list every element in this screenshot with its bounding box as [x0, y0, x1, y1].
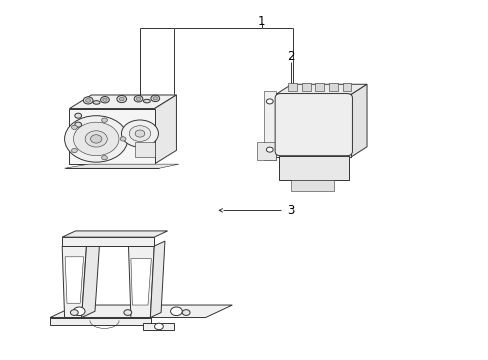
Circle shape: [85, 99, 90, 102]
Polygon shape: [62, 246, 86, 318]
Circle shape: [102, 98, 107, 101]
Circle shape: [75, 113, 81, 118]
Text: 2: 2: [286, 50, 294, 63]
Circle shape: [153, 97, 157, 100]
Polygon shape: [278, 156, 348, 180]
Circle shape: [102, 118, 107, 122]
Polygon shape: [315, 84, 324, 91]
Circle shape: [266, 147, 273, 152]
Text: 3: 3: [286, 204, 294, 217]
Circle shape: [119, 97, 124, 101]
Polygon shape: [256, 143, 276, 160]
Polygon shape: [328, 84, 337, 91]
Circle shape: [151, 95, 159, 102]
Circle shape: [154, 323, 163, 330]
Polygon shape: [264, 91, 276, 160]
Ellipse shape: [143, 99, 150, 103]
Circle shape: [117, 95, 126, 103]
Circle shape: [129, 126, 150, 141]
Circle shape: [75, 131, 81, 136]
Polygon shape: [131, 258, 151, 305]
Polygon shape: [287, 84, 296, 91]
Polygon shape: [50, 305, 232, 318]
Circle shape: [182, 310, 190, 315]
Polygon shape: [351, 84, 366, 157]
Circle shape: [170, 307, 182, 316]
Text: 1: 1: [257, 14, 264, 27]
Circle shape: [101, 96, 109, 103]
Polygon shape: [64, 164, 179, 168]
Circle shape: [71, 125, 77, 130]
Circle shape: [71, 148, 77, 153]
Circle shape: [121, 120, 158, 147]
Circle shape: [123, 310, 131, 315]
Circle shape: [85, 131, 107, 147]
Ellipse shape: [93, 101, 100, 104]
Polygon shape: [143, 323, 174, 330]
Polygon shape: [342, 84, 351, 91]
Circle shape: [70, 310, 78, 315]
Polygon shape: [301, 84, 310, 91]
Circle shape: [120, 137, 126, 141]
Circle shape: [75, 122, 81, 127]
Polygon shape: [62, 231, 167, 237]
Circle shape: [102, 156, 107, 160]
Polygon shape: [290, 180, 334, 191]
Circle shape: [64, 116, 127, 162]
Polygon shape: [50, 318, 151, 325]
FancyBboxPatch shape: [275, 94, 352, 156]
Polygon shape: [276, 94, 351, 157]
Polygon shape: [128, 246, 154, 318]
Circle shape: [73, 122, 119, 156]
Polygon shape: [150, 241, 164, 318]
Polygon shape: [154, 95, 176, 164]
Circle shape: [134, 95, 142, 102]
Circle shape: [90, 135, 102, 143]
Polygon shape: [69, 109, 154, 164]
Circle shape: [266, 99, 273, 104]
Polygon shape: [69, 95, 176, 109]
Polygon shape: [62, 237, 154, 246]
Circle shape: [135, 130, 144, 137]
Circle shape: [83, 97, 93, 104]
Circle shape: [136, 97, 141, 100]
Polygon shape: [135, 143, 154, 157]
Polygon shape: [81, 240, 100, 318]
Polygon shape: [276, 84, 366, 94]
Circle shape: [73, 307, 85, 316]
Polygon shape: [65, 257, 83, 303]
